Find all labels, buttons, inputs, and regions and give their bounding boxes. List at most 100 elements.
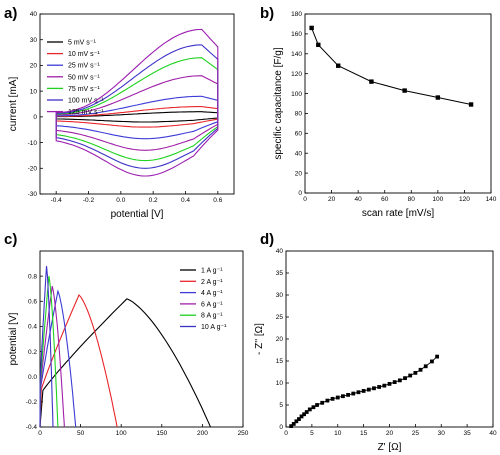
y-tick-label: 120 — [291, 71, 302, 78]
y-tick-label: -0.4 — [26, 424, 38, 431]
plot-frame-0 — [39, 13, 235, 195]
x-tick-label: 5 — [310, 430, 314, 437]
nyquist-point — [356, 390, 361, 395]
y-tick-label: -30 — [28, 191, 38, 198]
x-tick-label: 120 — [459, 196, 470, 203]
nyquist-point — [320, 400, 325, 405]
legend-label: 1 A g⁻¹ — [201, 268, 223, 275]
nyquist-point — [330, 396, 335, 401]
x-tick-label: 20 — [386, 430, 394, 437]
x-tick-label: 0.4 — [181, 197, 190, 204]
nyquist-point — [387, 381, 392, 386]
x-tick-label: 0.0 — [116, 197, 125, 204]
nyquist-point — [430, 359, 434, 364]
y-tick-label: 20 — [276, 336, 284, 343]
nyquist-point — [297, 417, 301, 421]
nyquist-point — [291, 422, 296, 426]
legend-label: 125 mV s⁻¹ — [68, 109, 104, 116]
legend-label: 50 mV s⁻¹ — [68, 74, 100, 81]
y-tick-label: 5 — [279, 402, 283, 409]
x-tick-label: 40 — [489, 430, 497, 437]
y-axis-label: potential [V] — [8, 312, 19, 365]
y-tick-label: 20 — [295, 170, 303, 177]
capacitance-point — [316, 42, 321, 48]
capacitance-point — [468, 102, 474, 107]
nyquist-point — [403, 376, 407, 381]
nyquist-point — [418, 367, 423, 372]
nyquist-point — [311, 405, 316, 410]
nyquist-point — [325, 398, 330, 403]
y-tick-label: 0.0 — [28, 374, 37, 381]
y-tick-label: 60 — [295, 131, 303, 138]
x-tick-label: 35 — [464, 430, 472, 437]
x-tick-label: 40 — [355, 196, 363, 203]
x-tick-label: 150 — [156, 430, 167, 437]
y-tick-label: 40 — [295, 150, 303, 157]
charge-discharge-curve — [39, 275, 59, 428]
nyquist-point — [341, 394, 345, 399]
legend-label: 75 mV s⁻¹ — [68, 86, 100, 93]
x-tick-label: 0.6 — [213, 197, 222, 204]
y-axis-label: current [mA] — [8, 77, 19, 132]
x-axis-label: scan rate [mV/s] — [362, 208, 434, 219]
nyquist-point — [366, 387, 371, 392]
capacitance-point — [369, 79, 374, 84]
x-tick-label: 0 — [38, 430, 42, 437]
charge-discharge-curve — [39, 286, 65, 428]
y-axis-label: specific capacitance [F/g] — [273, 47, 284, 159]
nyquist-point — [361, 389, 366, 393]
legend-label: 10 A g⁻¹ — [201, 324, 227, 331]
legend-label: 10 mV s⁻¹ — [68, 51, 100, 58]
panel-label-a: a) — [4, 5, 17, 22]
y-tick-label: 140 — [291, 51, 302, 58]
x-axis-label: Z' [Ω] — [378, 442, 402, 453]
panel-label-d: d) — [260, 231, 274, 248]
nyquist-point — [413, 370, 418, 375]
x-tick-label: 100 — [432, 196, 443, 203]
plot-frame-2 — [39, 250, 244, 428]
y-tick-label: 0.4 — [28, 324, 37, 331]
legend-label: 2 A g⁻¹ — [201, 279, 223, 286]
y-tick-label: 0.8 — [28, 273, 37, 280]
x-tick-label: -0.2 — [83, 197, 95, 204]
y-tick-label: 180 — [291, 11, 302, 18]
x-tick-label: 100 — [116, 430, 127, 437]
y-tick-label: 160 — [291, 31, 302, 38]
x-tick-label: 0 — [303, 196, 307, 203]
legend-label: 6 A g⁻¹ — [201, 301, 223, 308]
y-tick-label: -20 — [28, 165, 38, 172]
x-axis-label: potential [V] — [111, 209, 164, 220]
nyquist-point — [289, 424, 294, 429]
nyquist-point — [435, 354, 440, 359]
y-tick-label: 0 — [33, 114, 37, 121]
x-tick-label: 20 — [328, 196, 336, 203]
nyquist-point — [423, 364, 428, 369]
x-tick-label: 15 — [360, 430, 368, 437]
x-tick-label: 50 — [77, 430, 85, 437]
x-tick-label: 0 — [284, 430, 288, 437]
y-tick-label: -0.2 — [26, 399, 38, 406]
nyquist-point — [299, 414, 304, 419]
x-tick-label: 30 — [438, 430, 446, 437]
nyquist-point — [397, 378, 402, 383]
y-tick-label: -10 — [28, 140, 38, 147]
capacitance-point — [336, 63, 341, 68]
y-tick-label: 80 — [295, 111, 303, 118]
legend-label: 4 A g⁻¹ — [201, 290, 223, 297]
nyquist-point — [408, 373, 413, 378]
y-tick-label: 40 — [276, 248, 284, 255]
y-tick-label: 40 — [30, 11, 38, 18]
nyquist-point — [294, 419, 299, 424]
y-axis-label: - Z'' [Ω] — [254, 323, 265, 355]
y-tick-label: 10 — [276, 380, 284, 387]
y-tick-label: 15 — [276, 358, 284, 365]
y-tick-label: 10 — [30, 88, 38, 95]
plot-frame-3 — [285, 250, 494, 428]
capacitance-point — [435, 95, 441, 100]
legend-label: 100 mV s⁻¹ — [68, 98, 104, 105]
charge-discharge-curve — [39, 289, 77, 428]
nyquist-point — [335, 395, 340, 400]
nyquist-point — [346, 392, 350, 397]
cv-curve — [55, 28, 219, 177]
